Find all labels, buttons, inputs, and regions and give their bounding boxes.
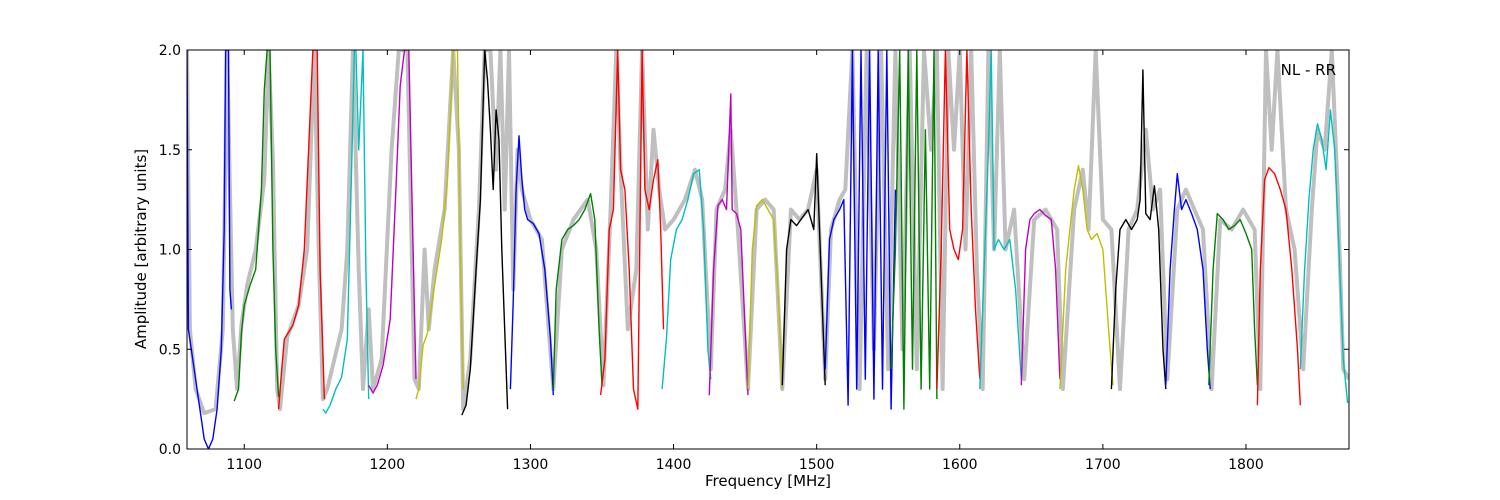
series-line-1 (187, 50, 233, 449)
series-line-23 (1208, 212, 1259, 386)
y-axis: 0.0 0.5 1.0 1.5 2.0 (159, 43, 1349, 458)
y-tick-label: 0.0 (159, 442, 181, 458)
series-line-16 (890, 50, 938, 410)
series-line-20 (1059, 164, 1114, 390)
series-line-2 (233, 50, 280, 402)
plot-area (187, 50, 1349, 449)
series-line-8 (509, 135, 554, 396)
series-line-12 (708, 93, 749, 396)
x-tick-label: 1200 (370, 457, 406, 473)
series-line-18 (979, 50, 1022, 390)
series-line-3 (277, 50, 326, 410)
series-line-13 (747, 198, 783, 390)
x-tick-label: 1600 (942, 457, 978, 473)
series-line-24 (1256, 166, 1301, 406)
x-tick-label: 1300 (513, 457, 549, 473)
plot-background (187, 50, 1349, 449)
series-line-25 (1299, 109, 1349, 404)
series-line-9 (552, 192, 603, 390)
x-axis-label: Frequency [MHz] (705, 472, 831, 490)
series-line-22 (1165, 172, 1211, 390)
x-tick-label: 1700 (1085, 457, 1121, 473)
series-line-4 (322, 50, 370, 414)
chart-annotation: NL - RR (1281, 61, 1336, 79)
series-group (187, 50, 1349, 449)
series-line-14 (781, 152, 826, 386)
series-line-5 (368, 50, 417, 394)
series-line-6 (415, 50, 464, 400)
y-tick-label: 0.5 (159, 342, 181, 358)
series-line-21 (1110, 69, 1167, 390)
x-tick-label: 1500 (799, 457, 835, 473)
x-tick-label: 1400 (656, 457, 692, 473)
y-tick-label: 1.5 (159, 143, 181, 159)
series-line-7 (461, 50, 509, 416)
x-axis: 1100 1200 1300 1400 1500 1600 1700 1800 (226, 50, 1264, 473)
y-tick-label: 1.0 (159, 243, 181, 259)
x-tick-label: 1800 (1228, 457, 1264, 473)
series-line-17 (936, 50, 981, 390)
x-tick-label: 1100 (226, 457, 262, 473)
series-line-15 (824, 50, 897, 410)
series-line-10 (599, 50, 665, 410)
y-axis-label: Amplitude [arbitrary units] (132, 149, 150, 349)
y-tick-label: 2.0 (159, 43, 181, 59)
series-line-11 (661, 168, 712, 390)
series-line-19 (1020, 208, 1061, 386)
